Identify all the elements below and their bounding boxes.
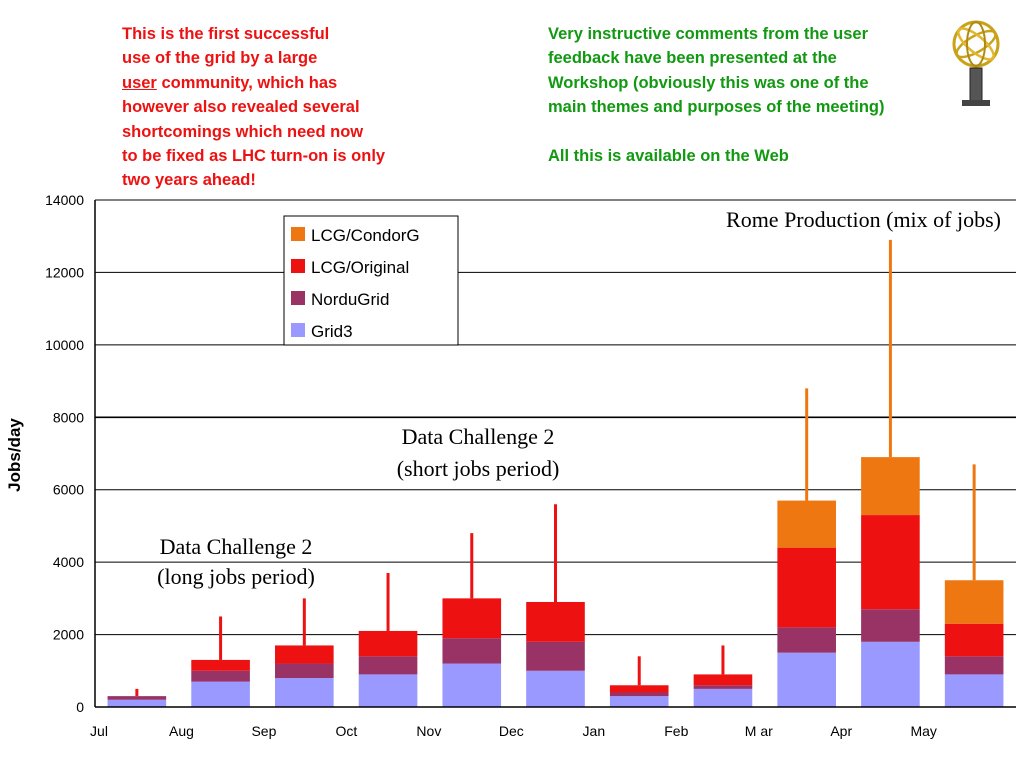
y-tick-label: 2000: [53, 627, 84, 643]
bar-segment: [526, 670, 585, 707]
stacked-bars: [107, 239, 1004, 707]
bar-segment: [191, 659, 250, 671]
x-tick-label: Jul: [90, 723, 108, 739]
x-tick-label: M ar: [745, 723, 773, 739]
right-comment-line: All this is available on the Web: [548, 146, 789, 165]
bar-segment: [191, 681, 250, 707]
right-comment-line: feedback have been presented at the: [548, 49, 837, 68]
y-axis-label: Jobs/day: [5, 418, 24, 492]
bar-segment: [609, 696, 669, 707]
bar-segment: [861, 641, 920, 707]
left-comment-line: two years ahead!: [122, 171, 256, 190]
y-tick-label: 6000: [53, 482, 84, 498]
bar-segment: [777, 547, 836, 628]
bar-segment: [944, 674, 1004, 707]
bar-segment: [693, 674, 753, 686]
annotation-rome-production: Rome Production (mix of jobs): [726, 207, 1001, 232]
bar-segment: [944, 656, 1004, 675]
y-tick-label: 10000: [45, 337, 84, 353]
bar-segment: [777, 500, 836, 548]
bar-segment: [861, 609, 920, 642]
bar-segment: [107, 696, 167, 700]
annotation-short-jobs-title: Data Challenge 2: [402, 424, 555, 449]
bar-segment: [526, 601, 585, 642]
x-tick-labels: Jul Aug Sep Oct Nov Dec Jan Feb M ar Apr May: [90, 723, 937, 739]
x-tick-label: Nov: [416, 723, 441, 739]
bar-segment: [358, 630, 418, 657]
x-tick-label: Feb: [664, 723, 688, 739]
bar-segment: [275, 645, 334, 664]
left-comment-line: however also revealed several: [122, 98, 360, 117]
y-tick-labels: 0 2000 4000 6000 8000 10000 12000 14000: [45, 192, 84, 715]
atlas-experiment-logo-icon: [952, 20, 1000, 106]
bar-segment: [944, 580, 1004, 624]
bar-segment: [358, 674, 418, 707]
y-tick-label: 14000: [45, 192, 84, 208]
left-comment-line: shortcomings which need now: [122, 122, 364, 141]
bar-segment: [609, 685, 669, 693]
legend-label-nordugrid: NorduGrid: [311, 290, 389, 309]
y-tick-label: 4000: [53, 554, 84, 570]
bar-segment: [107, 699, 167, 707]
bar-segment: [609, 692, 669, 697]
bar-segment: [777, 652, 836, 707]
bar-segment: [861, 457, 920, 516]
bar-segment: [358, 656, 418, 675]
y-tick-label: 0: [76, 699, 84, 715]
left-comment-line-rest: community, which has: [156, 73, 338, 92]
legend-label-grid3: Grid3: [311, 322, 353, 341]
underlined-word: user: [122, 73, 157, 92]
legend-swatch-nordugrid: [291, 291, 305, 305]
annotation-long-jobs-subtitle: (long jobs period): [157, 564, 315, 589]
left-comment-line: to be fixed as LHC turn-on is only: [122, 147, 386, 166]
bar-segment: [944, 623, 1004, 657]
y-tick-label: 12000: [45, 264, 84, 280]
bar-segment: [693, 688, 753, 707]
annotation-short-jobs-subtitle: (short jobs period): [397, 456, 560, 481]
left-comment-line: use of the grid by a large: [122, 49, 318, 68]
bar-segment: [526, 641, 585, 671]
bar-segment: [693, 685, 753, 689]
annotation-long-jobs-title: Data Challenge 2: [160, 534, 313, 559]
bar-segment: [191, 670, 250, 682]
x-tick-label: Aug: [169, 723, 194, 739]
right-comment-line: Workshop (obviously this was one of the: [548, 73, 869, 92]
y-tick-label: 8000: [53, 409, 84, 425]
legend-swatch-condorg: [291, 227, 305, 241]
bar-segment: [442, 663, 502, 707]
bar-segment: [442, 638, 502, 664]
axes: [94, 200, 1016, 708]
bar-segment: [275, 663, 334, 679]
bar-segment: [777, 627, 836, 653]
bar-segment: [442, 598, 502, 639]
x-tick-label: Jan: [583, 723, 606, 739]
legend-label-condorg: LCG/CondorG: [311, 226, 420, 245]
right-comment: Very instructive comments from the user …: [548, 22, 978, 168]
bar-segment: [275, 678, 334, 707]
legend: LCG/CondorG LCG/Original NorduGrid Grid3: [283, 215, 459, 346]
left-comment-line: user community, which has: [122, 71, 522, 95]
x-tick-label: Dec: [499, 723, 524, 739]
x-tick-label: Apr: [830, 723, 852, 739]
right-comment-line: Very instructive comments from the user: [548, 25, 869, 43]
right-comment-line: main themes and purposes of the meeting): [548, 98, 885, 117]
x-tick-label: Oct: [336, 723, 358, 739]
legend-swatch-original: [291, 259, 305, 273]
left-comment-line: This is the first successful: [122, 25, 330, 43]
left-comment: This is the first successful use of the …: [122, 22, 522, 193]
legend-swatch-grid3: [291, 323, 305, 337]
x-tick-label: May: [910, 723, 936, 739]
bar-segment: [861, 515, 920, 610]
legend-label-original: LCG/Original: [311, 258, 409, 277]
x-tick-label: Sep: [251, 723, 276, 739]
